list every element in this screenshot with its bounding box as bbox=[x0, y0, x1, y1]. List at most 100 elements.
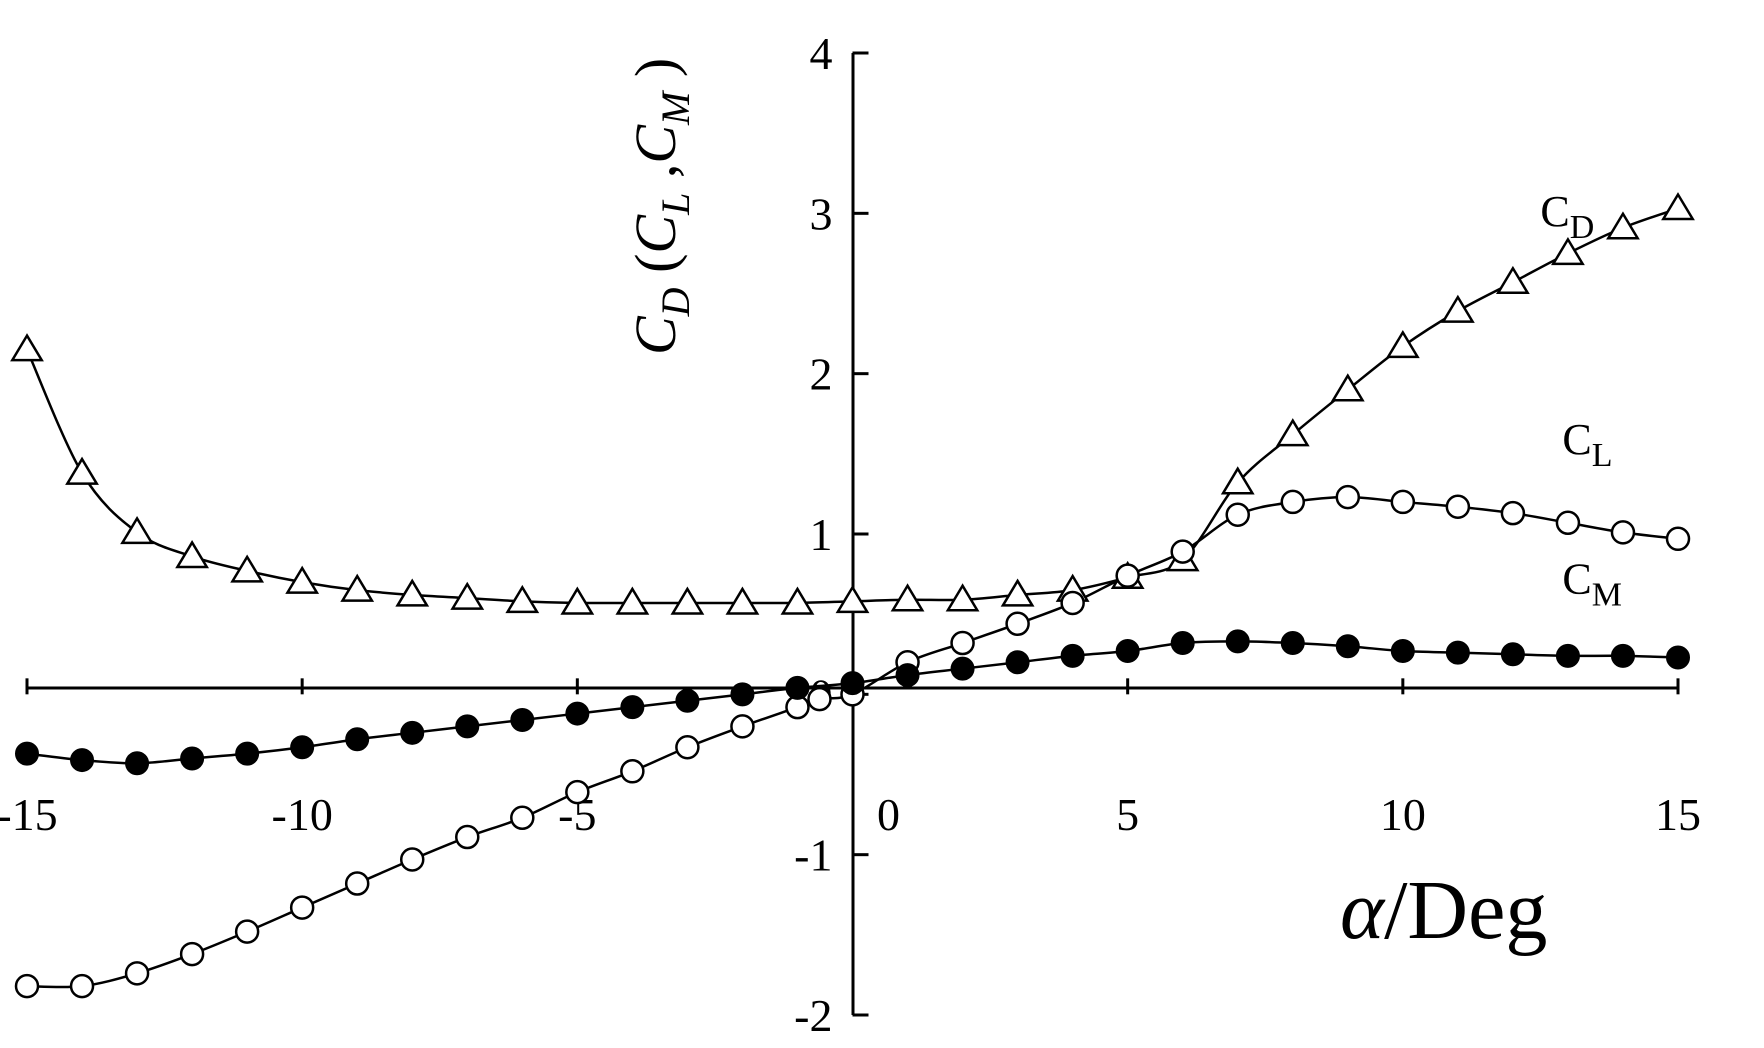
series-point-c-d bbox=[1220, 466, 1255, 495]
x-tick-label: 5 bbox=[1116, 789, 1139, 840]
series-point-c-d bbox=[1606, 211, 1640, 240]
series-point-c-d bbox=[450, 581, 485, 610]
series-point-c-m bbox=[1610, 643, 1635, 668]
series-point-c-l bbox=[1445, 494, 1471, 519]
series-point-c-d bbox=[505, 584, 540, 614]
series-point-c-l bbox=[1060, 590, 1085, 616]
series-point-c-d bbox=[670, 586, 705, 615]
series-point-c-m bbox=[1225, 629, 1250, 654]
series-point-c-d bbox=[1385, 329, 1420, 359]
series-point-c-d bbox=[175, 540, 210, 569]
series-point-c-m bbox=[565, 701, 590, 726]
series-point-c-d bbox=[725, 586, 760, 615]
series-point-c-d bbox=[65, 456, 99, 485]
series-point-c-d bbox=[835, 584, 870, 614]
series-point-c-m bbox=[1060, 643, 1085, 668]
series-point-c-l bbox=[1115, 563, 1140, 588]
series-point-c-l bbox=[675, 734, 700, 760]
series-point-c-m bbox=[510, 707, 535, 732]
series-point-c-m bbox=[840, 671, 865, 696]
series-point-c-d bbox=[1275, 418, 1310, 447]
series-point-c-m bbox=[730, 682, 755, 707]
series-point-c-m bbox=[1445, 640, 1470, 665]
series-point-c-m bbox=[180, 746, 205, 771]
series-point-c-d bbox=[1551, 236, 1585, 266]
series-point-c-l bbox=[179, 941, 205, 967]
y-tick-label: 2 bbox=[810, 349, 833, 400]
y-tick-label: 3 bbox=[810, 188, 833, 239]
series-point-c-d bbox=[1495, 265, 1530, 295]
series-point-c-m bbox=[1500, 642, 1525, 667]
series-point-c-l bbox=[1280, 489, 1306, 515]
series-point-c-l bbox=[620, 759, 645, 784]
series-point-c-l bbox=[1610, 520, 1636, 545]
series-label-c-l: CL bbox=[1562, 415, 1612, 474]
series-point-c-m bbox=[1170, 631, 1195, 656]
series-point-c-l bbox=[1005, 611, 1030, 637]
y-tick-label: -1 bbox=[794, 830, 832, 881]
series-point-c-d bbox=[1661, 192, 1695, 221]
x-tick-label: -15 bbox=[0, 789, 58, 840]
series-point-c-l bbox=[1170, 539, 1195, 564]
series-point-c-l bbox=[69, 973, 95, 999]
series-point-c-m bbox=[1005, 650, 1030, 675]
series-point-c-l bbox=[289, 895, 315, 920]
series-point-c-l bbox=[14, 973, 40, 999]
x-tick-label: 15 bbox=[1655, 789, 1701, 840]
series-point-c-l bbox=[807, 686, 832, 712]
series-point-c-l bbox=[124, 961, 150, 986]
series-point-c-m bbox=[1335, 634, 1360, 659]
series-point-c-l bbox=[1665, 526, 1691, 552]
series-point-c-m bbox=[1115, 639, 1140, 664]
series-point-c-m bbox=[15, 741, 39, 766]
series-point-c-m bbox=[895, 663, 920, 688]
series-point-c-l bbox=[234, 919, 260, 944]
series-point-c-m bbox=[70, 748, 95, 773]
series-point-c-d bbox=[1000, 578, 1035, 607]
series-point-c-d bbox=[945, 583, 980, 612]
series-point-c-m bbox=[1555, 643, 1580, 668]
series-point-c-d bbox=[285, 565, 320, 594]
series-point-c-d bbox=[230, 554, 265, 583]
series-label-c-d: CD bbox=[1540, 187, 1594, 246]
y-ticks: -2-101234 bbox=[794, 28, 869, 1041]
series-point-c-d bbox=[615, 586, 650, 615]
y-tick-label: -2 bbox=[794, 990, 832, 1041]
series-point-c-l bbox=[1335, 484, 1361, 510]
series-point-c-l bbox=[565, 779, 590, 805]
series-point-c-d bbox=[1330, 373, 1365, 402]
series-point-c-m bbox=[1280, 631, 1305, 656]
series-point-c-l bbox=[399, 847, 425, 872]
series-point-c-d bbox=[560, 586, 595, 615]
y-tick-label: 4 bbox=[810, 28, 833, 79]
y-tick-label: 1 bbox=[810, 509, 833, 560]
series-point-c-d bbox=[395, 578, 430, 607]
series-point-c-l bbox=[1500, 500, 1526, 526]
series-point-c-m bbox=[785, 675, 810, 700]
series-point-c-l bbox=[1225, 502, 1250, 528]
series-point-c-m bbox=[235, 741, 260, 766]
series-label-c-m: CM bbox=[1562, 554, 1622, 613]
series-point-c-m bbox=[950, 656, 975, 681]
series-markers bbox=[10, 192, 1695, 999]
series-point-c-m bbox=[455, 714, 480, 739]
series-labels: CD CL CM bbox=[1540, 187, 1622, 613]
series-point-c-m bbox=[675, 688, 700, 713]
series-point-c-m bbox=[125, 751, 150, 776]
x-tick-label: 0 bbox=[877, 789, 900, 840]
series-point-c-d bbox=[1440, 294, 1475, 323]
series-point-c-m bbox=[400, 720, 425, 745]
series-point-c-l bbox=[344, 871, 370, 896]
series-point-c-m bbox=[345, 727, 370, 752]
x-tick-label: -10 bbox=[272, 789, 333, 840]
series-point-c-l bbox=[455, 824, 480, 850]
series-point-c-d bbox=[780, 586, 815, 615]
series-point-c-l bbox=[1555, 510, 1581, 536]
series-point-c-m bbox=[290, 735, 315, 760]
series-point-c-l bbox=[1390, 489, 1416, 515]
series-point-c-l bbox=[510, 805, 535, 831]
series-point-c-l bbox=[730, 714, 755, 739]
y-axis-title: CD (CL ,CM ) bbox=[623, 58, 698, 355]
series-point-c-d bbox=[890, 583, 925, 612]
